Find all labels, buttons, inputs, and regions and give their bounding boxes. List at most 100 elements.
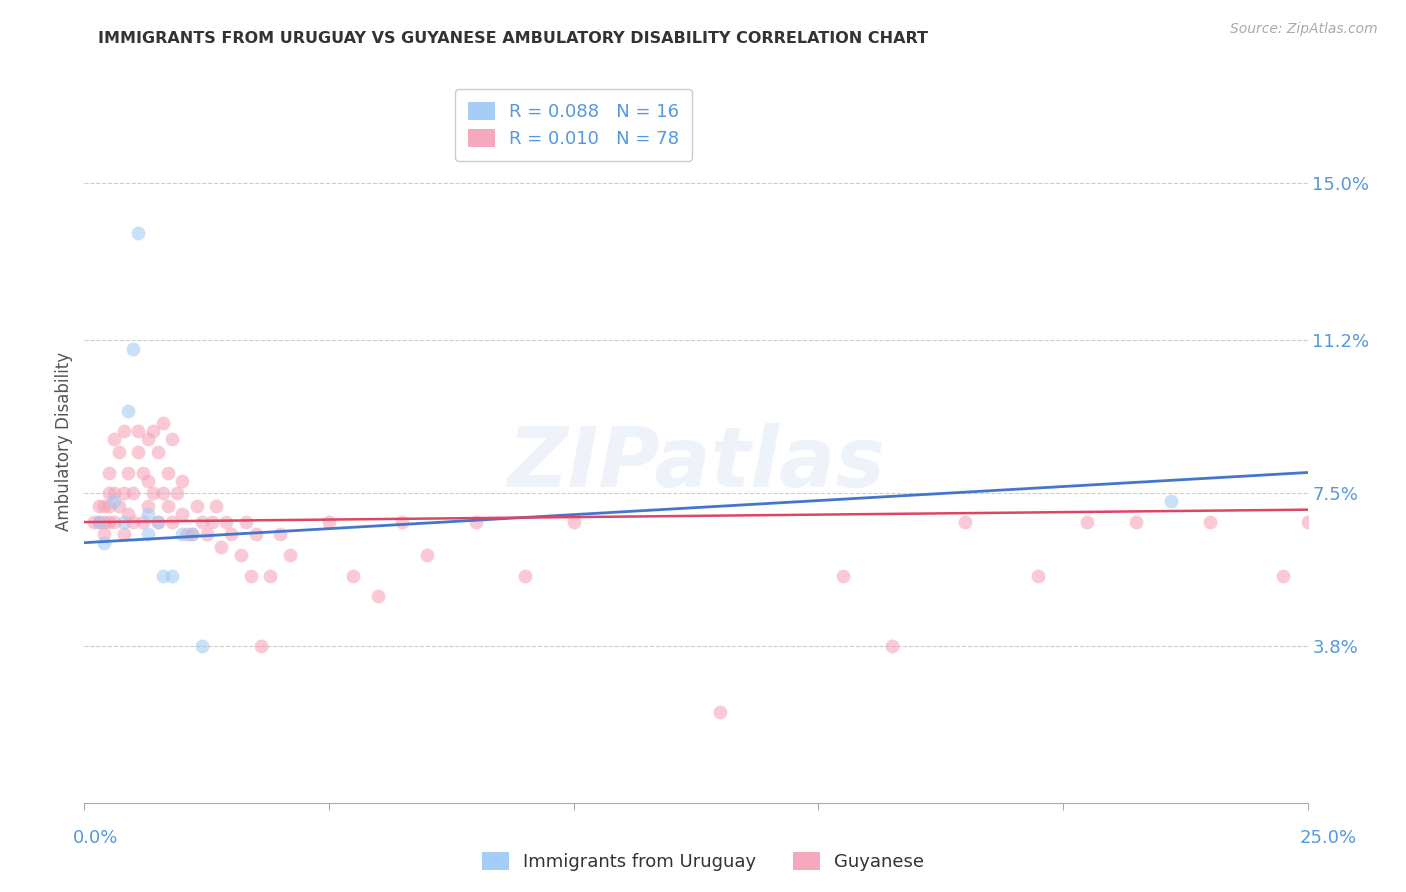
Point (166, 486, 188, 500)
Point (136, 474, 159, 488)
Point (152, 568, 174, 582)
Text: ZIPatlas: ZIPatlas (508, 423, 884, 504)
Point (172, 507, 194, 521)
Point (142, 424, 165, 438)
Point (117, 507, 139, 521)
Point (87, 499, 110, 513)
Point (152, 416, 174, 430)
Point (117, 466, 139, 480)
Point (146, 515, 169, 529)
Point (215, 515, 238, 529)
Point (249, 639, 271, 653)
Text: 0.0%: 0.0% (73, 829, 118, 847)
Point (142, 486, 165, 500)
Point (93, 499, 115, 513)
Point (152, 486, 174, 500)
Point (122, 486, 145, 500)
Point (318, 515, 340, 529)
Point (107, 445, 129, 459)
Point (278, 548, 301, 562)
Point (235, 515, 257, 529)
Point (709, 705, 731, 719)
Point (103, 486, 125, 500)
Point (132, 515, 155, 529)
Point (209, 540, 232, 554)
Legend: Immigrants from Uruguay, Guyanese: Immigrants from Uruguay, Guyanese (475, 845, 931, 879)
Point (191, 639, 214, 653)
Point (93, 515, 115, 529)
Point (103, 433, 125, 447)
Point (122, 515, 145, 529)
Point (127, 226, 149, 240)
Point (172, 527, 194, 541)
Point (112, 424, 135, 438)
Point (229, 548, 252, 562)
Point (219, 527, 242, 541)
Point (464, 515, 486, 529)
Point (1198, 515, 1220, 529)
Point (416, 548, 439, 562)
Point (181, 527, 204, 541)
Point (136, 499, 159, 513)
Point (953, 515, 976, 529)
Point (122, 342, 145, 356)
Point (83, 515, 105, 529)
Point (97, 515, 120, 529)
Point (205, 499, 228, 513)
Point (1272, 568, 1295, 582)
Point (103, 515, 125, 529)
Point (239, 568, 262, 582)
Point (259, 568, 281, 582)
Point (97, 466, 120, 480)
Text: Source: ZipAtlas.com: Source: ZipAtlas.com (1230, 22, 1378, 37)
Point (200, 515, 222, 529)
Point (112, 486, 135, 500)
Point (127, 424, 149, 438)
Point (176, 527, 198, 541)
Point (269, 527, 291, 541)
Point (136, 527, 159, 541)
Point (112, 527, 135, 541)
Y-axis label: Ambulatory Disability: Ambulatory Disability (55, 352, 73, 531)
Point (107, 499, 129, 513)
Point (391, 515, 413, 529)
Point (93, 527, 115, 541)
Point (162, 568, 184, 582)
Point (562, 515, 585, 529)
Point (181, 527, 204, 541)
Point (186, 499, 208, 513)
Point (156, 466, 179, 480)
Point (245, 527, 267, 541)
Point (112, 515, 135, 529)
Point (162, 433, 184, 447)
Point (191, 515, 214, 529)
Point (162, 515, 184, 529)
Text: 25.0%: 25.0% (1301, 829, 1357, 847)
Point (880, 639, 903, 653)
Point (97, 486, 120, 500)
Point (513, 568, 536, 582)
Point (146, 445, 169, 459)
Point (1160, 494, 1182, 508)
Point (342, 568, 364, 582)
Point (831, 568, 853, 582)
Point (1076, 515, 1098, 529)
Point (146, 515, 169, 529)
Point (136, 433, 159, 447)
Text: IMMIGRANTS FROM URUGUAY VS GUYANESE AMBULATORY DISABILITY CORRELATION CHART: IMMIGRANTS FROM URUGUAY VS GUYANESE AMBU… (98, 31, 928, 46)
Point (93, 535, 115, 549)
Point (127, 445, 149, 459)
Point (136, 507, 159, 521)
Point (103, 494, 125, 508)
Legend: R = 0.088   N = 16, R = 0.010   N = 78: R = 0.088 N = 16, R = 0.010 N = 78 (456, 89, 692, 161)
Point (117, 403, 139, 417)
Point (87, 515, 110, 529)
Point (87, 515, 110, 529)
Point (156, 499, 179, 513)
Point (195, 527, 218, 541)
Point (97, 499, 120, 513)
Point (367, 590, 389, 604)
Point (172, 474, 194, 488)
Point (132, 466, 155, 480)
Point (1125, 515, 1147, 529)
